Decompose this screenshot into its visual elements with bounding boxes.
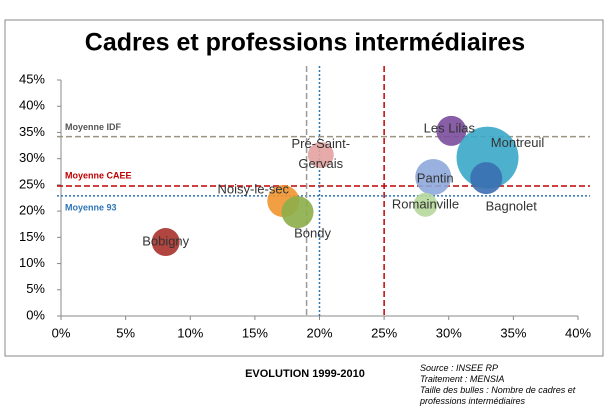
- x-tick-label: 0%: [52, 325, 71, 340]
- x-tick-label: 5%: [116, 325, 135, 340]
- x-tick-label: 10%: [177, 325, 203, 340]
- bubble: [281, 196, 314, 229]
- bubble: [470, 162, 503, 195]
- x-axis-label: EVOLUTION 1999-2010: [245, 368, 365, 380]
- bubble: [436, 115, 467, 146]
- y-tick-label: 10%: [19, 255, 45, 270]
- chart-title: Cadres et professions intermédiaires: [85, 29, 525, 57]
- bubble-label: Bondy: [294, 226, 331, 241]
- bubble-label: Bagnolet: [486, 199, 538, 214]
- x-tick-label: 35%: [500, 325, 526, 340]
- note: Source : INSEE RP: [420, 363, 499, 373]
- bubble: [151, 228, 180, 257]
- note: Traitement : MENSIA: [420, 374, 505, 384]
- notes: Source : INSEE RP Traitement : MENSIA Ta…: [420, 363, 605, 407]
- y-tick-label: 5%: [26, 281, 45, 296]
- reference-label: Moyenne 93: [65, 202, 117, 212]
- bubble-label: Montreuil: [491, 135, 545, 150]
- x-tick-label: 20%: [306, 325, 332, 340]
- x-tick-label: 30%: [436, 325, 462, 340]
- note: Taille des bulles : Nombre de cadres et …: [420, 385, 576, 406]
- bubble: [413, 192, 438, 217]
- bubble-label: Bobigny: [142, 233, 189, 248]
- bubble-label: Les Lilas: [424, 120, 476, 135]
- bubble-label: Pantin: [417, 170, 454, 185]
- y-tick-label: 0%: [26, 307, 45, 322]
- bubble-label: Noisy-le-sec: [218, 182, 290, 197]
- bubble-label: Romainville: [392, 196, 459, 211]
- bubble: [307, 142, 334, 168]
- y-tick-label: 15%: [19, 229, 45, 244]
- x-tick-label: 40%: [565, 325, 591, 340]
- y-tick-label: 30%: [19, 150, 45, 165]
- bubble-label: Pré-Saint-Gervais: [292, 136, 351, 171]
- y-tick-label: 40%: [19, 98, 45, 113]
- y-tick-label: 35%: [19, 124, 45, 139]
- y-tick-label: 20%: [19, 203, 45, 218]
- reference-label: Moyenne CAEE: [65, 170, 132, 180]
- x-tick-label: 25%: [371, 325, 397, 340]
- y-tick-label: 45%: [19, 71, 45, 86]
- reference-label: Moyenne IDF: [65, 122, 122, 132]
- x-tick-label: 15%: [242, 325, 268, 340]
- bubble: [415, 159, 452, 196]
- y-tick-label: 25%: [19, 176, 45, 191]
- chart-frame: [4, 19, 604, 357]
